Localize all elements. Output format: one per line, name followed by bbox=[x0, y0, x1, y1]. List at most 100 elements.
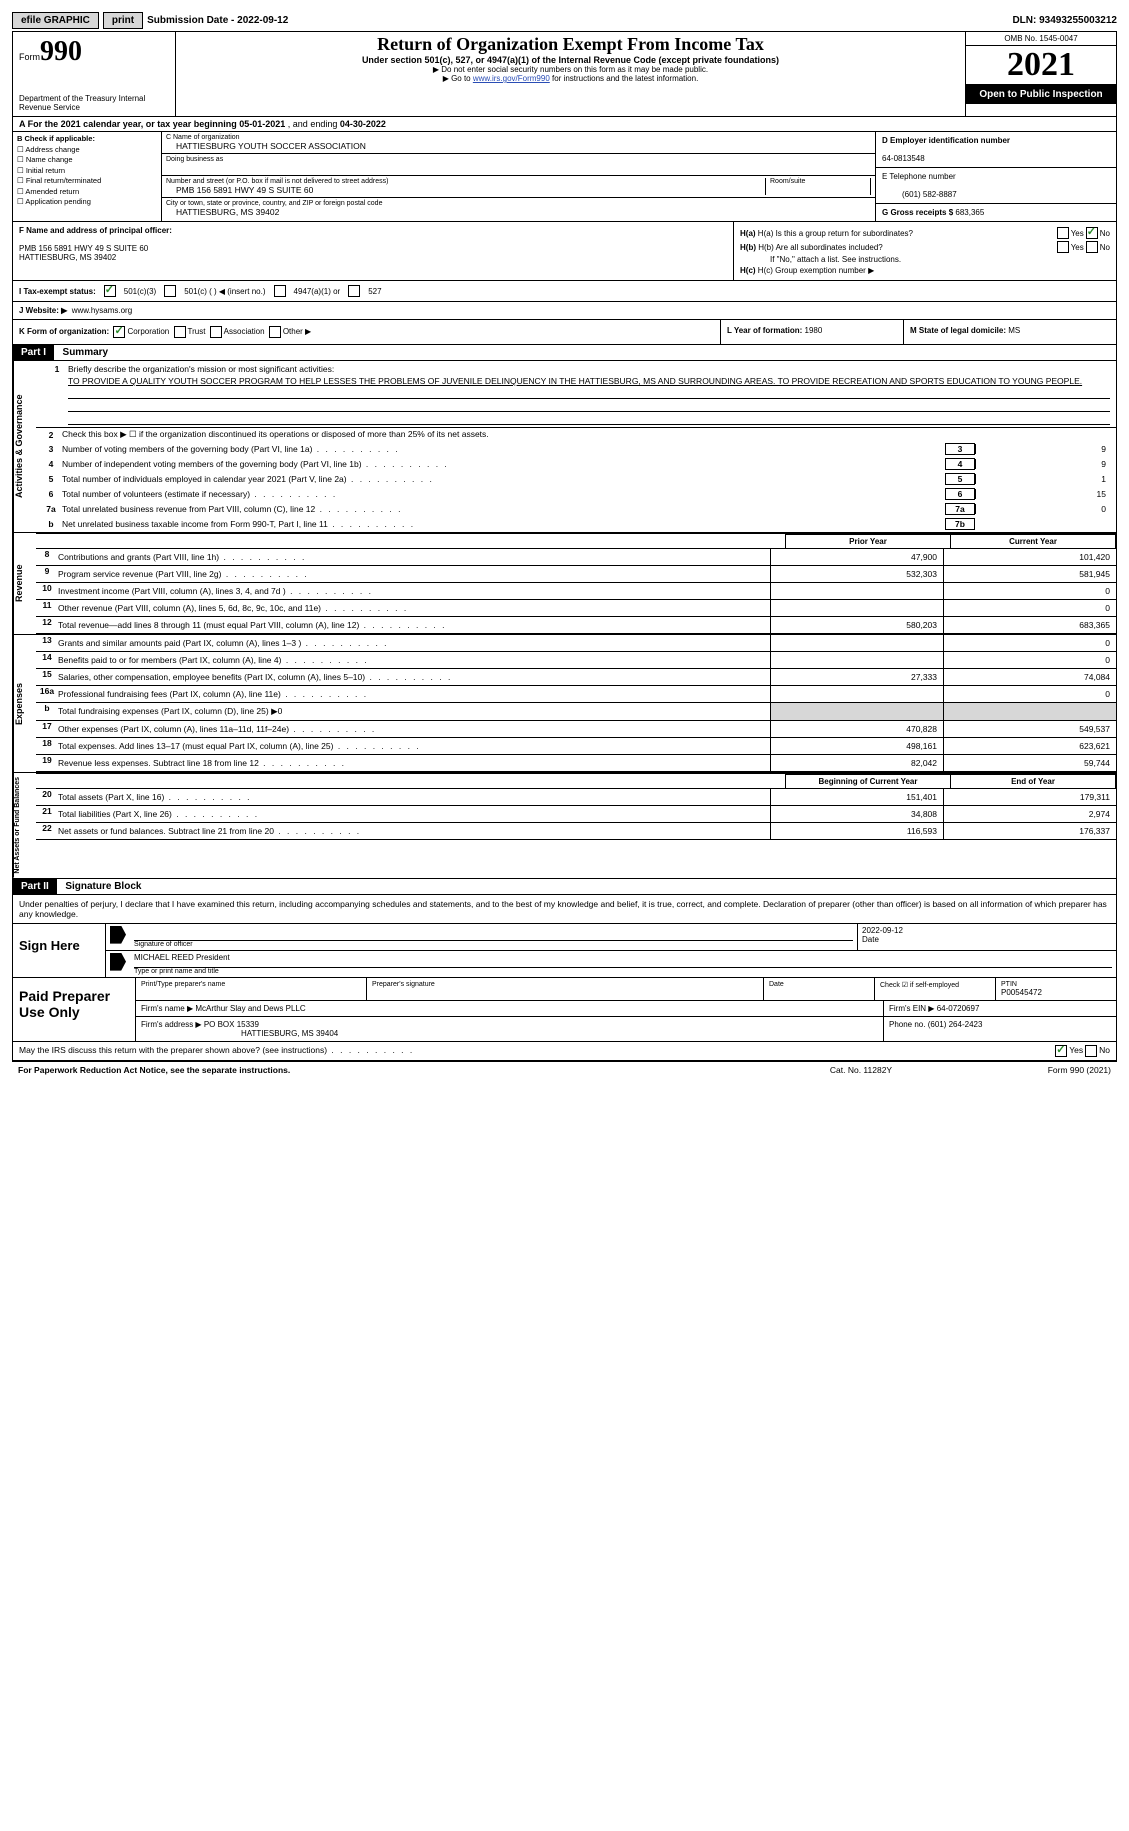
website-row: J Website: ▶ www.hysams.org bbox=[13, 302, 1116, 320]
preparer-row-1: Print/Type preparer's name Preparer's si… bbox=[136, 978, 1116, 1001]
summary-line-22: 22Net assets or fund balances. Subtract … bbox=[36, 823, 1116, 840]
ha-no-cb[interactable] bbox=[1086, 227, 1098, 239]
irs-link[interactable]: www.irs.gov/Form990 bbox=[473, 74, 550, 83]
summary-line-19: 19Revenue less expenses. Subtract line 1… bbox=[36, 755, 1116, 772]
cb-final-return[interactable]: ☐ Final return/terminated bbox=[17, 176, 101, 185]
tax-exempt-row: I Tax-exempt status: 501(c)(3) 501(c) ( … bbox=[13, 281, 1116, 302]
perjury-statement: Under penalties of perjury, I declare th… bbox=[13, 895, 1116, 924]
line-2: 2Check this box ▶ ☐ if the organization … bbox=[36, 428, 1116, 442]
discuss-no-cb[interactable] bbox=[1085, 1045, 1097, 1057]
gross-receipts-cell: G Gross receipts $ 683,365 bbox=[876, 204, 1116, 221]
officer-signature-field[interactable]: Signature of officer bbox=[130, 924, 857, 950]
summary-line-20: 20Total assets (Part X, line 16)151,4011… bbox=[36, 789, 1116, 806]
omb-number: OMB No. 1545-0047 bbox=[966, 32, 1116, 46]
cb-name-change[interactable]: ☐ Name change bbox=[17, 155, 73, 164]
mission-block: 1Briefly describe the organization's mis… bbox=[36, 361, 1116, 428]
year-header-revenue: Prior YearCurrent Year bbox=[36, 533, 1116, 549]
form-of-org-cell: K Form of organization: Corporation Trus… bbox=[13, 320, 720, 344]
group-return-cell: H(a) H(a) Is this a group return for sub… bbox=[734, 222, 1116, 280]
ein-cell: D Employer identification number 64-0813… bbox=[876, 132, 1116, 168]
summary-line-3: 3Number of voting members of the governi… bbox=[36, 442, 1116, 457]
form-title: Return of Organization Exempt From Incom… bbox=[180, 34, 961, 55]
col-b-checkboxes: B Check if applicable: ☐ Address change … bbox=[13, 132, 162, 221]
form-note-ssn: ▶ Do not enter social security numbers o… bbox=[180, 65, 961, 74]
tel-cell: E Telephone number (601) 582-8887 bbox=[876, 168, 1116, 204]
hb-yes-cb[interactable] bbox=[1057, 241, 1069, 253]
paid-preparer-label: Paid Preparer Use Only bbox=[13, 978, 136, 1041]
officer-name-field: MICHAEL REED President Type or print nam… bbox=[130, 951, 1116, 977]
cb-amended-return[interactable]: ☐ Amended return bbox=[17, 187, 79, 196]
cb-initial-return[interactable]: ☐ Initial return bbox=[17, 166, 65, 175]
form-header: Form990 Department of the Treasury Inter… bbox=[13, 32, 1116, 117]
summary-line-6: 6Total number of volunteers (estimate if… bbox=[36, 487, 1116, 502]
cb-address-change[interactable]: ☐ Address change bbox=[17, 145, 80, 154]
vlabel-net-assets: Net Assets or Fund Balances bbox=[13, 773, 36, 878]
summary-line-4: 4Number of independent voting members of… bbox=[36, 457, 1116, 472]
form-number: Form990 bbox=[19, 36, 169, 68]
preparer-row-2: Firm's name ▶ McArthur Slay and Dews PLL… bbox=[136, 1001, 1116, 1017]
submission-date-label: Submission Date - 2022-09-12 bbox=[147, 15, 288, 26]
summary-line-b: bNet unrelated business taxable income f… bbox=[36, 517, 1116, 532]
dept-label: Department of the Treasury Internal Reve… bbox=[19, 94, 169, 112]
sign-date-field: 2022-09-12Date bbox=[857, 924, 1116, 950]
form-subtitle: Under section 501(c), 527, or 4947(a)(1)… bbox=[180, 55, 961, 65]
print-button[interactable]: print bbox=[103, 12, 143, 29]
year-header-net: Beginning of Current YearEnd of Year bbox=[36, 773, 1116, 789]
part-ii-header: Part II bbox=[13, 879, 57, 894]
summary-line-11: 11Other revenue (Part VIII, column (A), … bbox=[36, 600, 1116, 617]
state-domicile-cell: M State of legal domicile: MS bbox=[903, 320, 1116, 344]
footer-row: For Paperwork Reduction Act Notice, see … bbox=[12, 1062, 1117, 1078]
org-name-cell: C Name of organization HATTIESBURG YOUTH… bbox=[162, 132, 875, 154]
summary-line-14: 14Benefits paid to or for members (Part … bbox=[36, 652, 1116, 669]
summary-line-15: 15Salaries, other compensation, employee… bbox=[36, 669, 1116, 686]
part-i-header: Part I bbox=[13, 345, 54, 360]
sign-arrow-icon bbox=[110, 926, 126, 944]
summary-line-10: 10Investment income (Part VIII, column (… bbox=[36, 583, 1116, 600]
part-i-title: Summary bbox=[57, 345, 115, 360]
summary-line-b: bTotal fundraising expenses (Part IX, co… bbox=[36, 703, 1116, 721]
dba-cell: Doing business as bbox=[162, 154, 875, 176]
summary-line-17: 17Other expenses (Part IX, column (A), l… bbox=[36, 721, 1116, 738]
cb-application-pending[interactable]: ☐ Application pending bbox=[17, 197, 91, 206]
cb-4947[interactable] bbox=[274, 285, 286, 297]
summary-line-7a: 7aTotal unrelated business revenue from … bbox=[36, 502, 1116, 517]
cb-association[interactable] bbox=[210, 326, 222, 338]
city-cell: City or town, state or province, country… bbox=[162, 198, 875, 219]
summary-line-5: 5Total number of individuals employed in… bbox=[36, 472, 1116, 487]
discuss-row: May the IRS discuss this return with the… bbox=[13, 1042, 1116, 1061]
summary-line-8: 8Contributions and grants (Part VIII, li… bbox=[36, 549, 1116, 566]
form-note-link: ▶ Go to www.irs.gov/Form990 for instruct… bbox=[180, 74, 961, 83]
summary-line-12: 12Total revenue—add lines 8 through 11 (… bbox=[36, 617, 1116, 634]
cb-trust[interactable] bbox=[174, 326, 186, 338]
row-a-tax-year: A For the 2021 calendar year, or tax yea… bbox=[13, 117, 1116, 132]
open-inspection-badge: Open to Public Inspection bbox=[966, 85, 1116, 104]
summary-line-13: 13Grants and similar amounts paid (Part … bbox=[36, 635, 1116, 652]
cb-501c[interactable] bbox=[164, 285, 176, 297]
form-container: Form990 Department of the Treasury Inter… bbox=[12, 31, 1117, 1062]
name-arrow-icon bbox=[110, 953, 126, 971]
part-ii-title: Signature Block bbox=[59, 879, 147, 894]
preparer-row-3: Firm's address ▶ PO BOX 15339HATTIESBURG… bbox=[136, 1017, 1116, 1041]
cb-501c3[interactable] bbox=[104, 285, 116, 297]
cb-527[interactable] bbox=[348, 285, 360, 297]
cb-other[interactable] bbox=[269, 326, 281, 338]
hb-no-cb[interactable] bbox=[1086, 241, 1098, 253]
vlabel-governance: Activities & Governance bbox=[13, 361, 36, 532]
address-cell: Number and street (or P.O. box if mail i… bbox=[162, 176, 875, 198]
summary-line-21: 21Total liabilities (Part X, line 26)34,… bbox=[36, 806, 1116, 823]
vlabel-expenses: Expenses bbox=[13, 635, 36, 772]
cb-corporation[interactable] bbox=[113, 326, 125, 338]
top-bar: efile GRAPHIC print Submission Date - 20… bbox=[12, 12, 1117, 29]
discuss-yes-cb[interactable] bbox=[1055, 1045, 1067, 1057]
dln-label: DLN: 93493255003212 bbox=[1012, 15, 1117, 26]
vlabel-revenue: Revenue bbox=[13, 533, 36, 634]
ha-yes-cb[interactable] bbox=[1057, 227, 1069, 239]
year-formation-cell: L Year of formation: 1980 bbox=[720, 320, 903, 344]
efile-button[interactable]: efile GRAPHIC bbox=[12, 12, 99, 29]
summary-line-9: 9Program service revenue (Part VIII, lin… bbox=[36, 566, 1116, 583]
principal-officer-cell: F Name and address of principal officer:… bbox=[13, 222, 734, 280]
tax-year: 2021 bbox=[966, 46, 1116, 85]
sign-here-label: Sign Here bbox=[13, 924, 106, 977]
summary-line-18: 18Total expenses. Add lines 13–17 (must … bbox=[36, 738, 1116, 755]
summary-line-16a: 16aProfessional fundraising fees (Part I… bbox=[36, 686, 1116, 703]
